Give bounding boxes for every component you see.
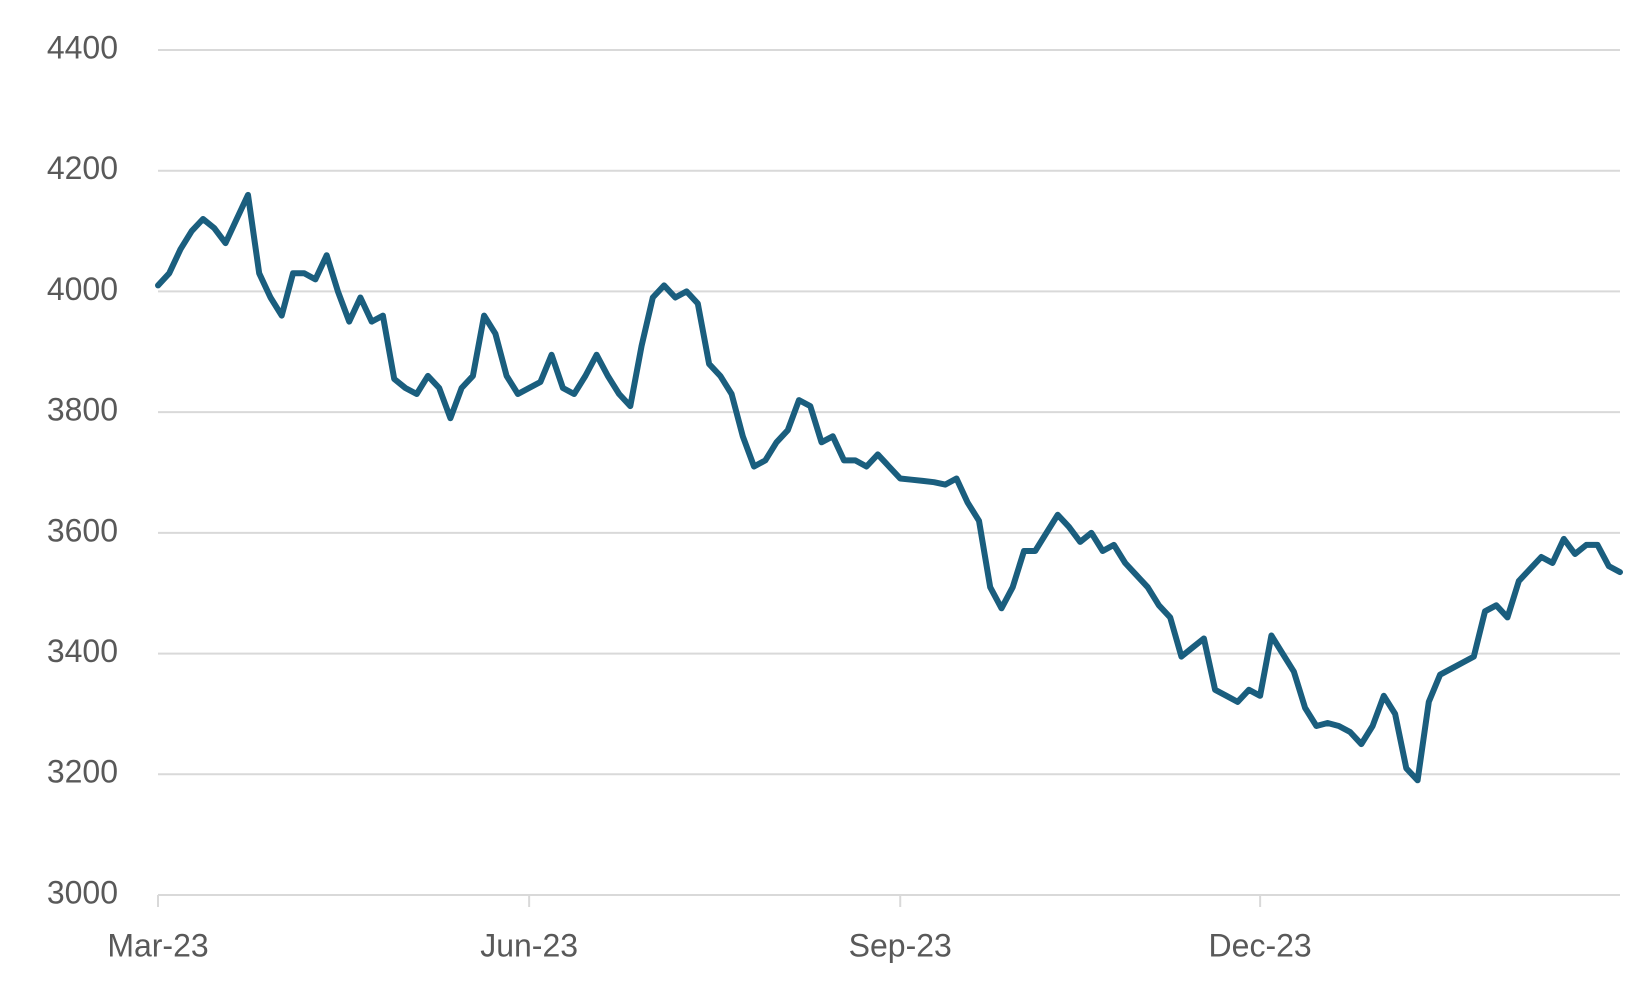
y-tick-label: 3400 — [47, 633, 118, 669]
x-tick-label: Sep-23 — [849, 927, 952, 963]
x-tick-label: Dec-23 — [1209, 927, 1312, 963]
y-tick-label: 3200 — [47, 754, 118, 790]
y-tick-label: 4400 — [47, 29, 118, 65]
x-tick-label: Jun-23 — [480, 927, 578, 963]
y-tick-label: 4000 — [47, 271, 118, 307]
y-tick-label: 4200 — [47, 150, 118, 186]
data-line — [155, 191, 1623, 784]
y-tick-label: 3600 — [47, 512, 118, 548]
x-tick-label: Mar-23 — [107, 927, 208, 963]
y-tick-label: 3000 — [47, 874, 118, 910]
y-tick-label: 3800 — [47, 392, 118, 428]
